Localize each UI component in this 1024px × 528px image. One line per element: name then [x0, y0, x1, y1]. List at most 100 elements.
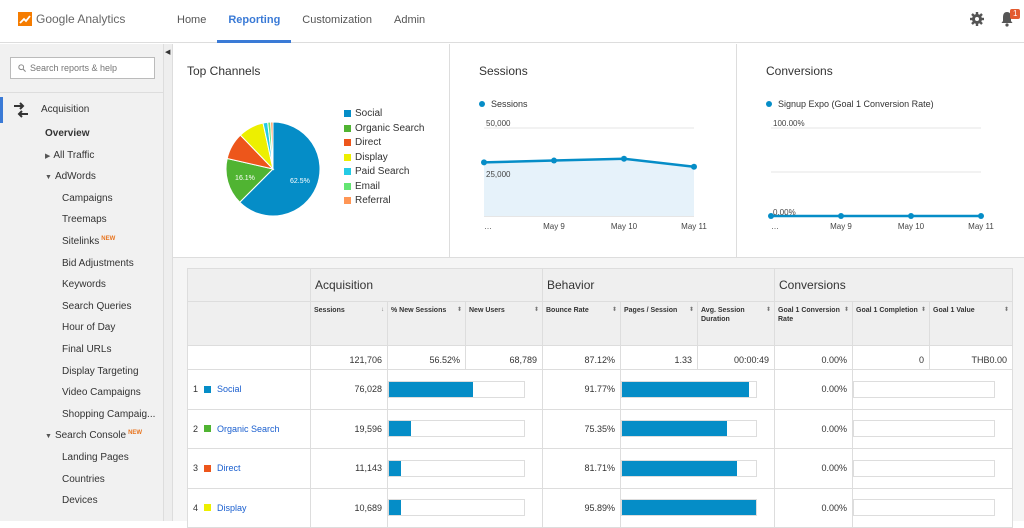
- sidebar-item-landing-pages[interactable]: Landing Pages: [62, 452, 129, 463]
- sort-icon[interactable]: ⬍: [533, 307, 539, 313]
- sidebar-item-adwords[interactable]: ▼ AdWords: [45, 171, 96, 182]
- data-point[interactable]: [621, 155, 627, 162]
- conversion-rate-cell: 0.00%: [774, 408, 853, 449]
- data-point[interactable]: [908, 213, 914, 219]
- channel-link[interactable]: Social: [217, 384, 242, 395]
- sidebar-item-label: Search Console: [54, 430, 127, 442]
- sidebar-collapse-bar[interactable]: ◀: [164, 44, 173, 521]
- acquisition-bar-fill: [389, 421, 411, 437]
- column-header[interactable]: Avg. Session Duration ⬍: [697, 301, 775, 346]
- conversions-bar: [853, 499, 995, 517]
- y-tick-label: 100.00%: [773, 119, 805, 128]
- search-icon: [18, 64, 26, 72]
- legend-label: Referral: [355, 195, 391, 206]
- row-label-cell: 4 Display: [187, 487, 311, 528]
- data-point[interactable]: [481, 159, 487, 166]
- channel-link[interactable]: Organic Search: [217, 423, 280, 434]
- sessions-chart: 50,000 25,000 … May 9 May 10 May 11: [481, 119, 707, 231]
- conversions-bar: [853, 380, 995, 398]
- column-header[interactable]: Goal 1 Conversion Rate ⬍: [774, 301, 853, 346]
- row-label: 4 Display: [193, 503, 305, 513]
- behavior-bar: [621, 420, 757, 438]
- column-header[interactable]: Sessions ↓: [310, 301, 388, 346]
- sort-icon[interactable]: ⬍: [611, 307, 617, 313]
- data-point[interactable]: [838, 213, 844, 219]
- total-value: THB0.00: [929, 345, 1013, 370]
- data-point[interactable]: [768, 213, 774, 219]
- logo[interactable]: Google Analytics: [18, 12, 125, 26]
- pie-slice-social[interactable]: [239, 121, 321, 217]
- channel-link[interactable]: Direct: [217, 463, 241, 474]
- bounce-rate-cell: 75.35%: [542, 408, 621, 449]
- nav-reporting[interactable]: Reporting: [217, 0, 292, 43]
- sidebar-item-sitelinks[interactable]: Sitelinks NEW: [62, 236, 115, 247]
- sort-desc-icon[interactable]: ↓: [381, 307, 384, 313]
- legend-swatch: [344, 124, 351, 132]
- blank-total: [187, 345, 311, 370]
- sort-icon[interactable]: ⬍: [765, 307, 771, 313]
- column-header[interactable]: Goal 1 Value ⬍: [929, 301, 1013, 346]
- x-tick-label: May 11: [681, 222, 707, 231]
- behavior-bar-cell: [620, 487, 775, 528]
- sidebar-section-acquisition[interactable]: Acquisition: [0, 97, 164, 123]
- sort-icon[interactable]: ⬍: [456, 307, 462, 313]
- pie-slice-referral[interactable]: [270, 121, 274, 170]
- table-row: 2 Organic Search 19,596 75.35% 0.00%: [187, 408, 1013, 449]
- column-header[interactable]: Pages / Session ⬍: [620, 301, 698, 346]
- search-box[interactable]: [10, 57, 155, 79]
- sidebar-divider: [0, 92, 164, 93]
- pie-slice-organic-search[interactable]: [225, 157, 274, 203]
- sort-icon[interactable]: ⬍: [688, 307, 694, 313]
- sidebar-item-hour-of-day[interactable]: Hour of Day: [62, 322, 115, 333]
- legend-label: Social: [355, 108, 383, 119]
- data-point[interactable]: [551, 157, 557, 164]
- data-point[interactable]: [691, 163, 697, 170]
- sidebar-item-final-urls[interactable]: Final URLs: [62, 344, 111, 355]
- nav-home[interactable]: Home: [177, 14, 207, 26]
- column-header[interactable]: % New Sessions ⬍: [387, 301, 466, 346]
- search-input[interactable]: [30, 63, 150, 73]
- column-header-label: % New Sessions: [391, 307, 447, 314]
- legend-item-direct: Direct: [344, 137, 381, 148]
- sidebar-item-display-targeting[interactable]: Display Targeting: [62, 366, 139, 377]
- column-header[interactable]: New Users ⬍: [465, 301, 543, 346]
- sidebar-item-search-console[interactable]: ▼ Search Console NEW: [45, 430, 142, 441]
- conversions-chart: 100.00% 0.00% … May 9 May 10 May 11: [768, 119, 994, 231]
- new-badge: NEW: [128, 430, 143, 437]
- sort-icon[interactable]: ⬍: [843, 307, 849, 313]
- sort-icon[interactable]: ⬍: [920, 307, 926, 313]
- nav-admin[interactable]: Admin: [394, 14, 426, 26]
- sidebar-item-keywords[interactable]: Keywords: [62, 279, 106, 290]
- sidebar-item-treemaps[interactable]: Treemaps: [62, 214, 107, 225]
- sidebar-item-countries[interactable]: Countries: [62, 474, 105, 485]
- sidebar-item-shopping-campaig-[interactable]: Shopping Campaig...: [62, 409, 155, 420]
- sidebar-item-overview[interactable]: Overview: [45, 128, 89, 139]
- sidebar-item-label: Display Targeting: [62, 365, 139, 377]
- data-point[interactable]: [978, 213, 984, 219]
- sidebar-item-search-queries[interactable]: Search Queries: [62, 301, 131, 312]
- column-header[interactable]: Bounce Rate ⬍: [542, 301, 621, 346]
- channel-link[interactable]: Display: [217, 502, 247, 513]
- series-legend: Sessions: [479, 99, 528, 109]
- sidebar-item-video-campaigns[interactable]: Video Campaigns: [62, 387, 141, 398]
- notifications[interactable]: 1: [1000, 9, 1021, 30]
- conversions-bar-cell: [852, 408, 1013, 449]
- total-value: 0.00%: [774, 345, 853, 370]
- sidebar-item-label: Overview: [45, 128, 90, 139]
- behavior-bar-cell: [620, 369, 775, 410]
- nav-customization[interactable]: Customization: [302, 14, 372, 26]
- behavior-bar-cell: [620, 448, 775, 489]
- legend-label: Display: [355, 151, 388, 163]
- column-header-label: Goal 1 Completion: [856, 307, 918, 314]
- sidebar-item-all-traffic[interactable]: ▶ All Traffic: [45, 150, 94, 161]
- sidebar-item-campaigns[interactable]: Campaigns: [62, 193, 113, 204]
- sidebar-item-devices[interactable]: Devices: [62, 495, 98, 506]
- column-header[interactable]: Goal 1 Completion ⬍: [852, 301, 930, 346]
- sidebar-item-bid-adjustments[interactable]: Bid Adjustments: [62, 258, 134, 269]
- sidebar-item-label: Hour of Day: [62, 322, 116, 334]
- gear-icon[interactable]: [969, 11, 985, 27]
- sidebar-item-label: AdWords: [54, 171, 96, 183]
- corner-header: [187, 268, 311, 302]
- sort-icon[interactable]: ⬍: [1003, 307, 1009, 313]
- conversion-rate-cell: 0.00%: [774, 487, 853, 528]
